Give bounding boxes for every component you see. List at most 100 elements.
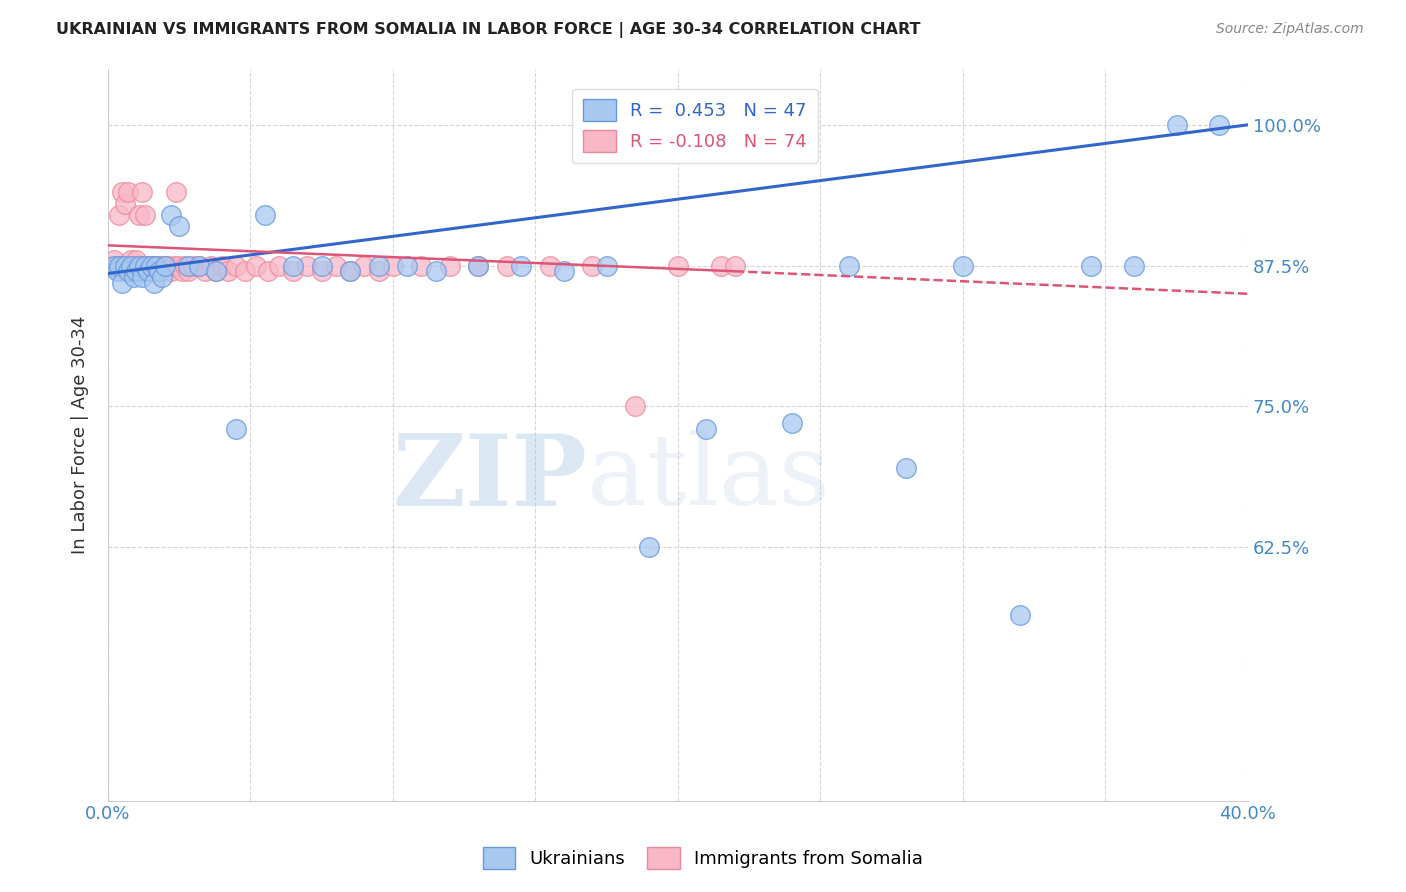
Point <box>145 259 167 273</box>
Text: atlas: atlas <box>586 431 830 526</box>
Point <box>111 186 134 200</box>
Point <box>159 208 181 222</box>
Point <box>256 264 278 278</box>
Point <box>159 264 181 278</box>
Point <box>367 264 389 278</box>
Point <box>125 264 148 278</box>
Point <box>122 269 145 284</box>
Legend: R =  0.453   N = 47, R = -0.108   N = 74: R = 0.453 N = 47, R = -0.108 N = 74 <box>572 88 818 163</box>
Point <box>108 264 131 278</box>
Point <box>148 264 170 278</box>
Point <box>145 264 167 278</box>
Point <box>134 208 156 222</box>
Point <box>111 276 134 290</box>
Point <box>188 259 211 273</box>
Point <box>148 264 170 278</box>
Point <box>425 264 447 278</box>
Point <box>128 208 150 222</box>
Point <box>666 259 689 273</box>
Point <box>153 259 176 273</box>
Point <box>325 259 347 273</box>
Point <box>136 259 159 273</box>
Point <box>1122 259 1144 273</box>
Point <box>105 259 128 273</box>
Point <box>894 461 917 475</box>
Point <box>139 264 162 278</box>
Text: UKRAINIAN VS IMMIGRANTS FROM SOMALIA IN LABOR FORCE | AGE 30-34 CORRELATION CHAR: UKRAINIAN VS IMMIGRANTS FROM SOMALIA IN … <box>56 22 921 38</box>
Point <box>111 259 134 273</box>
Point <box>120 259 142 273</box>
Point <box>177 264 200 278</box>
Point <box>131 186 153 200</box>
Point <box>225 422 247 436</box>
Point <box>245 259 267 273</box>
Point <box>145 259 167 273</box>
Point <box>114 196 136 211</box>
Point <box>724 259 747 273</box>
Point <box>134 259 156 273</box>
Point <box>225 259 247 273</box>
Point <box>131 259 153 273</box>
Point <box>538 259 561 273</box>
Point <box>205 264 228 278</box>
Point <box>1166 118 1188 132</box>
Point <box>1008 607 1031 622</box>
Point <box>134 259 156 273</box>
Point <box>780 417 803 431</box>
Point <box>114 259 136 273</box>
Point <box>381 259 404 273</box>
Point <box>131 269 153 284</box>
Point <box>167 219 190 234</box>
Point <box>165 186 187 200</box>
Point <box>136 264 159 278</box>
Point <box>142 259 165 273</box>
Point <box>838 259 860 273</box>
Point <box>148 259 170 273</box>
Point <box>367 259 389 273</box>
Point <box>695 422 717 436</box>
Point <box>125 259 148 273</box>
Point <box>1080 259 1102 273</box>
Point <box>117 259 139 273</box>
Y-axis label: In Labor Force | Age 30-34: In Labor Force | Age 30-34 <box>72 316 89 554</box>
Point <box>128 264 150 278</box>
Point <box>439 259 461 273</box>
Point <box>117 264 139 278</box>
Point <box>553 264 575 278</box>
Point <box>103 259 125 273</box>
Point <box>467 259 489 273</box>
Point <box>183 259 205 273</box>
Point <box>105 264 128 278</box>
Point <box>108 259 131 273</box>
Point <box>311 259 333 273</box>
Point <box>136 264 159 278</box>
Point <box>172 264 194 278</box>
Point <box>162 259 184 273</box>
Point <box>177 259 200 273</box>
Point <box>128 259 150 273</box>
Point <box>638 540 661 554</box>
Point <box>122 264 145 278</box>
Text: Source: ZipAtlas.com: Source: ZipAtlas.com <box>1216 22 1364 37</box>
Point <box>200 259 222 273</box>
Point <box>267 259 290 273</box>
Point <box>581 259 603 273</box>
Point <box>205 264 228 278</box>
Point <box>139 259 162 273</box>
Text: ZIP: ZIP <box>392 430 586 527</box>
Point <box>496 259 519 273</box>
Point <box>100 259 122 273</box>
Point <box>139 259 162 273</box>
Point <box>150 269 173 284</box>
Point <box>103 252 125 267</box>
Point <box>108 208 131 222</box>
Point <box>467 259 489 273</box>
Point <box>153 264 176 278</box>
Point <box>120 252 142 267</box>
Point <box>710 259 733 273</box>
Point <box>595 259 617 273</box>
Point <box>122 259 145 273</box>
Point <box>167 259 190 273</box>
Point <box>156 259 179 273</box>
Point <box>1208 118 1230 132</box>
